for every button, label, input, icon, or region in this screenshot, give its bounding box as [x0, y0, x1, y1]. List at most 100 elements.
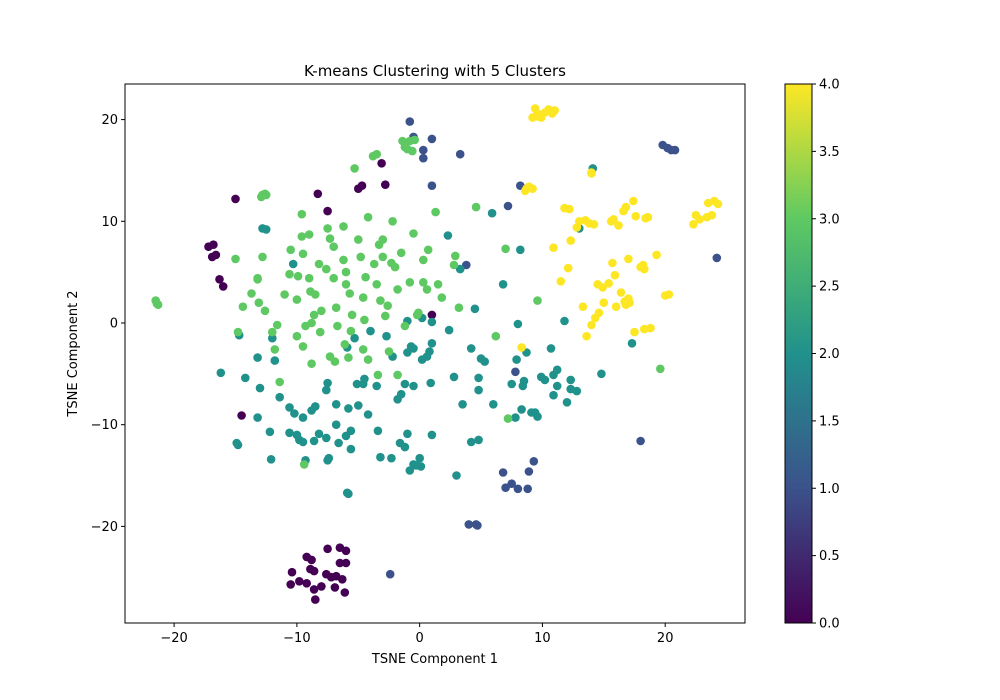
point-cluster-2-82: [474, 373, 483, 383]
point-cluster-2-69: [427, 317, 437, 327]
point-cluster-4-68: [713, 199, 723, 209]
point-cluster-3-8: [258, 252, 267, 262]
point-cluster-2-31: [309, 436, 319, 446]
point-cluster-2-64: [409, 344, 418, 353]
point-cluster-2-10: [290, 409, 299, 418]
point-cluster-3-105: [491, 331, 501, 341]
point-cluster-3-111: [307, 318, 316, 328]
point-cluster-3-21: [297, 209, 307, 219]
point-cluster-3-103: [449, 260, 459, 270]
point-cluster-2-0: [288, 259, 298, 269]
point-cluster-3-35: [322, 264, 331, 274]
point-cluster-2-110: [552, 365, 562, 375]
point-cluster-2-108: [546, 344, 556, 353]
point-cluster-3-83: [419, 278, 428, 287]
point-cluster-2-45: [376, 452, 385, 462]
point-cluster-2-91: [455, 264, 465, 274]
point-cluster-2-5: [216, 368, 226, 378]
point-cluster-3-104: [471, 202, 481, 212]
point-cluster-1-15: [523, 484, 532, 494]
point-cluster-2-44: [373, 426, 383, 436]
point-cluster-3-34: [317, 306, 326, 316]
point-cluster-0-26: [323, 544, 332, 554]
point-cluster-2-124: [512, 355, 521, 364]
point-cluster-4-10: [528, 184, 537, 193]
point-cluster-1-17: [529, 457, 539, 466]
point-cluster-3-88: [437, 293, 447, 302]
point-cluster-2-96: [516, 245, 525, 255]
point-cluster-3-57: [363, 212, 373, 222]
point-cluster-2-16: [331, 400, 341, 409]
point-cluster-1-16: [524, 467, 534, 476]
point-cluster-2-72: [444, 325, 454, 335]
point-cluster-2-2: [270, 356, 280, 365]
point-cluster-0-9: [323, 206, 332, 216]
point-cluster-4-49: [631, 211, 640, 221]
point-cluster-3-59: [372, 149, 382, 159]
scatter-points: [151, 104, 723, 604]
point-cluster-2-112: [552, 381, 562, 391]
point-cluster-2-101: [517, 405, 526, 414]
point-cluster-3-85: [423, 245, 433, 255]
point-cluster-2-77: [393, 395, 402, 404]
point-cluster-3-86: [431, 207, 440, 217]
point-cluster-4-57: [646, 323, 655, 333]
point-cluster-4-28: [587, 320, 596, 330]
point-cluster-3-39: [329, 273, 339, 283]
point-cluster-4-58: [652, 250, 661, 260]
point-cluster-2-22: [253, 413, 262, 422]
point-cluster-3-50: [346, 326, 356, 336]
point-cluster-1-14: [513, 484, 523, 494]
point-cluster-2-58: [350, 333, 359, 343]
point-cluster-4-26: [589, 220, 599, 229]
point-cluster-3-80: [405, 278, 415, 287]
point-cluster-4-12: [517, 343, 526, 352]
point-cluster-2-40: [331, 420, 341, 430]
point-cluster-4-33: [604, 279, 613, 288]
point-cluster-2-53: [415, 453, 425, 463]
point-cluster-3-78: [410, 135, 420, 145]
point-cluster-3-53: [356, 252, 366, 262]
point-cluster-0-25: [317, 582, 326, 591]
point-cluster-3-112: [414, 308, 423, 318]
point-cluster-3-18: [292, 295, 302, 304]
point-cluster-2-105: [533, 412, 542, 421]
point-cluster-2-99: [519, 376, 529, 386]
point-cluster-2-93: [487, 208, 497, 218]
point-cluster-1-27: [712, 253, 722, 263]
point-cluster-3-15: [280, 290, 289, 299]
point-cluster-2-8: [275, 392, 285, 402]
point-cluster-3-24: [298, 342, 308, 351]
point-cluster-3-93: [344, 353, 353, 362]
colorbar-tick-label-5: 2.5: [819, 280, 840, 295]
point-cluster-3-12: [272, 320, 282, 330]
colorbar-tick-label-6: 3.0: [819, 212, 840, 227]
point-cluster-4-48: [629, 196, 638, 206]
point-cluster-3-91: [393, 370, 402, 380]
point-cluster-3-71: [393, 285, 402, 294]
point-cluster-0-32: [335, 558, 345, 568]
point-cluster-2-38: [346, 426, 356, 436]
point-cluster-2-9: [285, 403, 294, 412]
point-cluster-3-90: [373, 370, 383, 380]
point-cluster-3-33: [314, 259, 324, 269]
point-cluster-3-4: [238, 302, 248, 312]
point-cluster-4-39: [614, 221, 623, 230]
x-axis-ticks: −20 −10 0 10 20: [160, 623, 673, 646]
point-cluster-2-60: [382, 331, 391, 341]
point-cluster-1-7: [462, 260, 471, 270]
point-cluster-3-102: [451, 251, 460, 261]
point-cluster-2-43: [344, 489, 353, 499]
point-cluster-2-87: [470, 304, 480, 314]
point-cluster-4-32: [599, 298, 609, 308]
point-cluster-4-60: [664, 290, 674, 299]
point-cluster-2-75: [400, 379, 410, 389]
colorbar-tick-label-0: 0.0: [819, 617, 840, 632]
point-cluster-3-23: [298, 249, 308, 259]
point-cluster-3-67: [383, 301, 393, 311]
point-cluster-1-11: [498, 468, 508, 477]
point-cluster-2-49: [403, 429, 412, 439]
point-cluster-3-64: [378, 252, 388, 262]
point-cluster-4-69: [550, 106, 559, 115]
